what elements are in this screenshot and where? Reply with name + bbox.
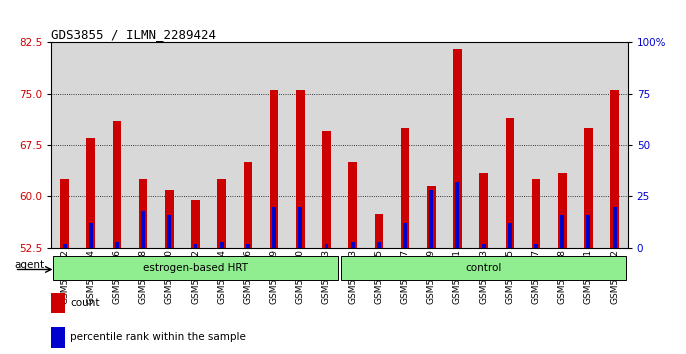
Bar: [51, 327, 65, 348]
Bar: [392, 42, 418, 248]
Bar: [113, 121, 121, 248]
Bar: [270, 90, 279, 248]
Bar: [115, 242, 119, 248]
Bar: [88, 223, 93, 248]
Text: estrogen-based HRT: estrogen-based HRT: [143, 263, 248, 273]
Bar: [287, 42, 314, 248]
Bar: [167, 215, 172, 248]
Bar: [341, 256, 626, 280]
Bar: [209, 42, 235, 248]
Bar: [272, 207, 276, 248]
Bar: [532, 179, 541, 248]
Bar: [560, 215, 564, 248]
Bar: [193, 244, 198, 248]
Bar: [506, 118, 514, 248]
Bar: [523, 42, 549, 248]
Bar: [261, 42, 287, 248]
Bar: [427, 186, 436, 248]
Bar: [139, 179, 147, 248]
Bar: [401, 128, 410, 248]
Text: control: control: [465, 263, 502, 273]
Bar: [429, 190, 433, 248]
Bar: [375, 213, 383, 248]
Bar: [576, 42, 602, 248]
Text: percentile rank within the sample: percentile rank within the sample: [70, 332, 246, 342]
Bar: [340, 42, 366, 248]
Bar: [324, 244, 329, 248]
Bar: [497, 42, 523, 248]
Bar: [104, 42, 130, 248]
Bar: [584, 128, 593, 248]
Bar: [482, 244, 486, 248]
Bar: [182, 42, 209, 248]
Bar: [314, 42, 340, 248]
Bar: [246, 244, 250, 248]
Bar: [453, 49, 462, 248]
Bar: [165, 190, 174, 248]
Bar: [298, 207, 303, 248]
Bar: [456, 182, 460, 248]
Bar: [602, 42, 628, 248]
Bar: [613, 207, 617, 248]
Bar: [78, 42, 104, 248]
Bar: [244, 162, 252, 248]
Bar: [348, 162, 357, 248]
Bar: [611, 90, 619, 248]
Bar: [351, 242, 355, 248]
Bar: [587, 215, 591, 248]
Text: count: count: [70, 298, 100, 308]
Bar: [418, 42, 445, 248]
Bar: [191, 200, 200, 248]
Bar: [403, 223, 407, 248]
Text: agent: agent: [14, 261, 45, 270]
Bar: [51, 292, 65, 313]
Bar: [445, 42, 471, 248]
Bar: [549, 42, 576, 248]
Bar: [217, 179, 226, 248]
Bar: [130, 42, 156, 248]
Bar: [51, 42, 78, 248]
Bar: [508, 223, 512, 248]
Bar: [62, 244, 67, 248]
Bar: [558, 172, 567, 248]
Bar: [377, 242, 381, 248]
Bar: [534, 244, 538, 248]
Bar: [296, 90, 305, 248]
Bar: [366, 42, 392, 248]
Text: GDS3855 / ILMN_2289424: GDS3855 / ILMN_2289424: [51, 28, 217, 41]
Bar: [220, 242, 224, 248]
Bar: [53, 256, 338, 280]
Bar: [141, 211, 145, 248]
Bar: [322, 131, 331, 248]
Bar: [60, 179, 69, 248]
Bar: [480, 172, 488, 248]
Bar: [86, 138, 95, 248]
Bar: [235, 42, 261, 248]
Bar: [156, 42, 182, 248]
Bar: [471, 42, 497, 248]
